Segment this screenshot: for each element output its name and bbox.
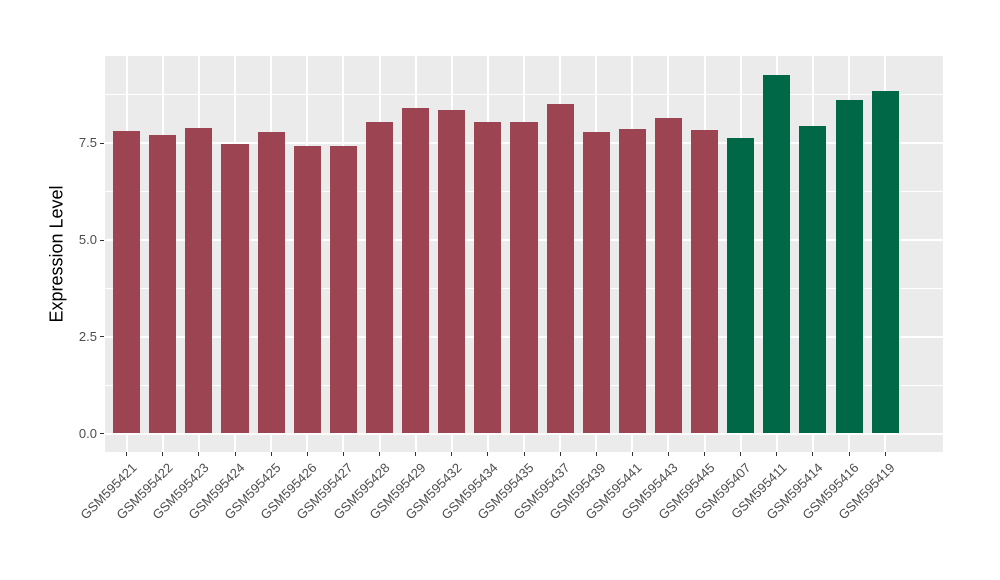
y-tick-mark [100,142,104,144]
x-tick-mark [451,452,453,456]
x-tick-mark [415,452,417,456]
bar [329,145,357,434]
x-tick-mark [595,452,597,456]
x-tick-mark [379,452,381,456]
bar [763,74,791,434]
bar [799,125,827,434]
bar [365,121,394,434]
y-tick-label: 2.5 [78,328,97,344]
x-tick-mark [198,452,200,456]
x-tick-mark [126,452,128,456]
x-tick-mark [306,452,308,456]
x-tick-mark [523,452,525,456]
y-tick-label: 0.0 [78,425,97,441]
x-tick-mark [342,452,344,456]
bar [654,118,683,434]
y-tick-label: 5.0 [78,232,97,247]
bar [546,104,574,434]
bar [149,135,177,434]
y-axis-title-text: Expression Level [46,185,67,323]
bar [618,128,646,434]
bar [113,131,141,434]
bar [727,138,755,434]
x-tick-mark [631,452,633,456]
bar [691,130,719,434]
x-tick-mark [234,452,236,456]
bar [871,90,899,434]
y-tick-mark [100,239,104,241]
y-tick-mark [100,433,104,434]
x-tick-mark [776,452,778,456]
x-tick-mark [559,452,561,456]
bar [293,145,321,434]
x-tick-mark [812,452,814,456]
bar [185,127,213,434]
bar [257,132,285,434]
bar [474,121,502,434]
y-tick-mark [100,336,104,338]
plot-area [105,56,943,452]
bar [221,143,249,434]
y-tick-label: 7.5 [78,135,97,151]
bar [510,121,538,434]
bar [402,107,430,434]
x-tick-mark [162,452,164,456]
x-tick-mark [740,452,742,456]
x-tick-mark [667,452,669,456]
bar [835,99,863,434]
x-tick-mark [848,452,850,456]
bar [438,110,466,434]
x-tick-mark [487,452,489,456]
x-tick-mark [270,452,272,456]
x-tick-mark [704,452,706,456]
bar [582,132,610,434]
x-tick-mark [884,452,886,456]
